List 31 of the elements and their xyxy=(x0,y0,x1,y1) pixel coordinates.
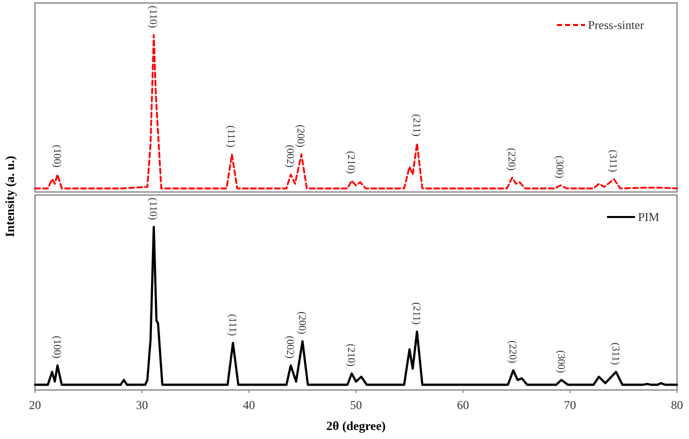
annotation: (311) xyxy=(607,150,618,173)
annotation: (110) xyxy=(147,6,158,28)
annotation: (200) xyxy=(296,312,307,335)
x-tick-label: 60 xyxy=(457,398,469,412)
x-tick-label: 30 xyxy=(136,398,148,412)
annotation: (002) xyxy=(284,336,296,359)
annotation: (111) xyxy=(225,125,236,148)
annotation: (311) xyxy=(609,342,620,366)
annotation: (200) xyxy=(294,124,306,148)
annotation: (110) xyxy=(147,198,158,220)
legend-label: PIM xyxy=(638,210,660,224)
annotation: (100) xyxy=(50,144,62,168)
annotation: (111) xyxy=(226,314,238,336)
x-tick-label: 50 xyxy=(350,398,362,412)
annotation: (220) xyxy=(506,340,518,364)
annotation: (300) xyxy=(554,350,566,374)
x-tick-label: 70 xyxy=(564,398,576,412)
annotation: (210) xyxy=(345,344,356,368)
annotation: (300) xyxy=(554,156,565,179)
x-tick-label: 20 xyxy=(29,398,41,412)
x-tick-label: 40 xyxy=(243,398,255,412)
annotation: (211) xyxy=(410,114,422,137)
legend-label: Press-sinter xyxy=(588,18,644,32)
annotation: (210) xyxy=(345,150,356,174)
annotation: (211) xyxy=(410,302,422,326)
annotation: (002) xyxy=(284,144,296,168)
annotation: (220) xyxy=(506,148,517,172)
x-axis-title: 2θ (degree) xyxy=(326,419,386,433)
annotation: (100) xyxy=(50,336,62,359)
x-tick-label: 80 xyxy=(671,398,683,412)
y-axis-title: Intensity (a. u.) xyxy=(3,156,17,238)
